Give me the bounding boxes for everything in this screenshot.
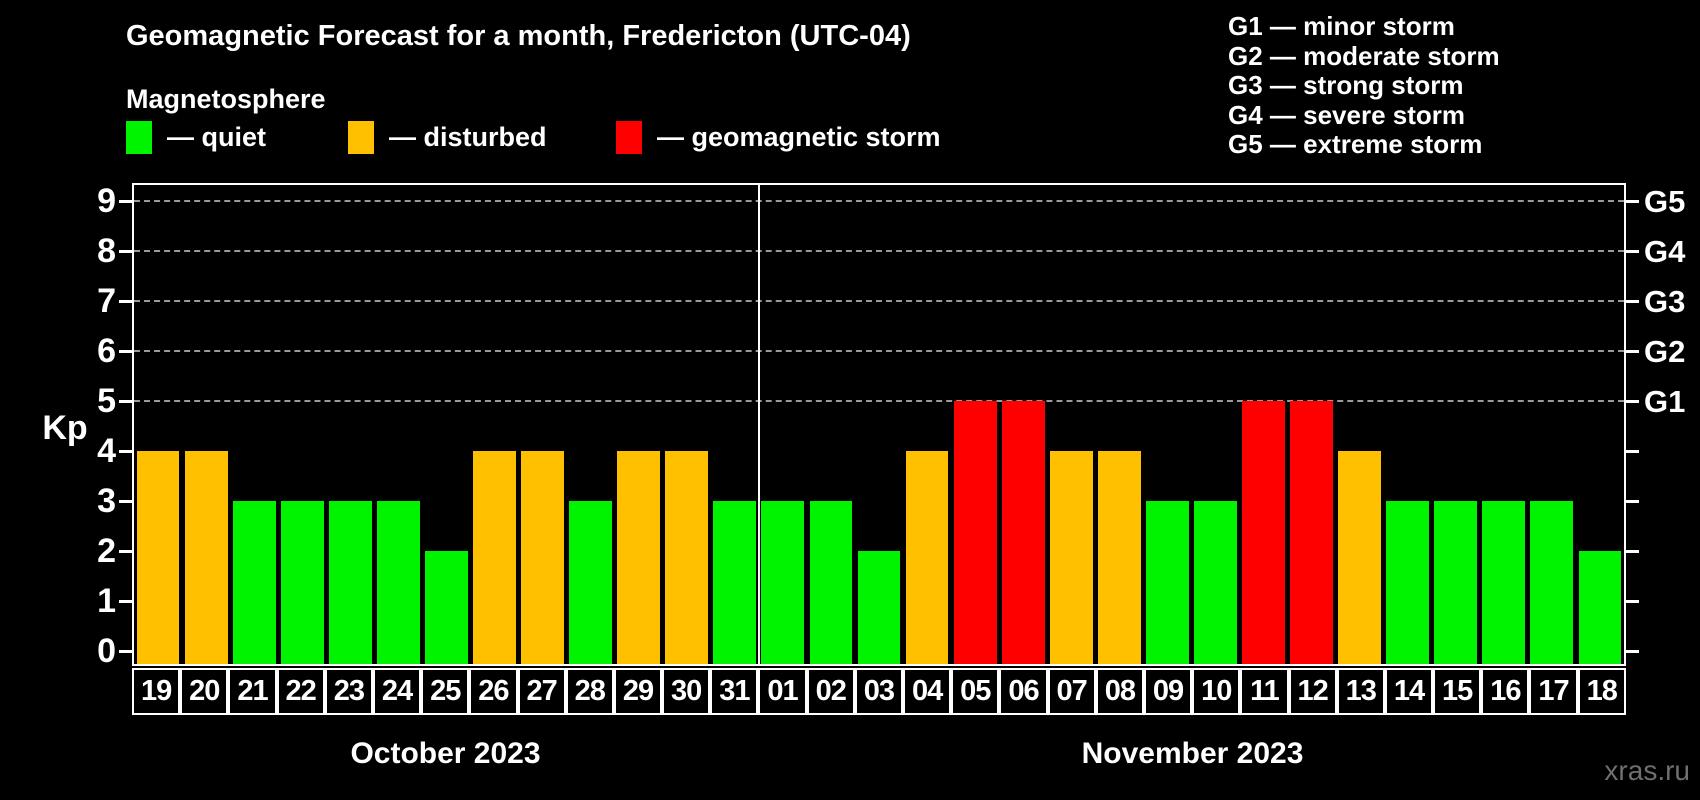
g-level-label-g4: G4 — [1644, 234, 1686, 269]
date-cell: 24 — [372, 668, 422, 715]
y-tick-left — [119, 399, 132, 403]
date-cell: 19 — [132, 668, 181, 715]
y-tick-label: 8 — [97, 232, 116, 270]
date-cell: 06 — [999, 668, 1048, 715]
y-tick-left — [119, 549, 132, 553]
legend-label-storm: — geomagnetic storm — [657, 121, 941, 152]
y-tick-right — [1626, 349, 1639, 353]
disturbed-color-swatch — [348, 120, 374, 154]
y-tick-label: 2 — [97, 532, 116, 570]
y-tick-left — [119, 299, 132, 303]
storm-scale-legend: G1 — minor storm G2 — moderate storm G3 … — [1228, 11, 1500, 160]
y-tick-label: 1 — [97, 582, 116, 620]
g-level-label-g5: G5 — [1644, 184, 1686, 219]
quiet-color-swatch — [126, 120, 152, 154]
chart-title: Geomagnetic Forecast for a month, Freder… — [126, 20, 911, 52]
date-cell: 15 — [1433, 668, 1482, 715]
date-cell: 27 — [517, 668, 566, 715]
month-label-november: November 2023 — [1081, 737, 1304, 770]
y-tick-label: 6 — [97, 332, 116, 370]
y-tick-right — [1626, 199, 1639, 203]
y-tick-right — [1626, 599, 1639, 603]
date-cell: 23 — [324, 668, 373, 715]
g1-legend-line: G1 — minor storm — [1228, 11, 1455, 41]
y-tick-right — [1626, 399, 1639, 403]
date-cell: 14 — [1384, 668, 1434, 715]
watermark: xras.ru — [1604, 755, 1690, 786]
date-cell: 07 — [1047, 668, 1096, 715]
date-cell: 03 — [854, 668, 903, 715]
legend-item-quiet: — quiet — [126, 119, 266, 155]
y-tick-label: 7 — [97, 282, 116, 320]
g-level-label-g2: G2 — [1644, 334, 1686, 369]
date-cell: 17 — [1529, 668, 1578, 715]
y-tick-left — [119, 649, 132, 653]
y-tick-right — [1626, 549, 1639, 553]
y-tick-right — [1626, 249, 1639, 253]
y-tick-left — [119, 449, 132, 453]
date-cell: 18 — [1577, 668, 1626, 715]
y-tick-label: 9 — [97, 182, 116, 220]
date-cell: 26 — [469, 668, 518, 715]
date-cell: 04 — [903, 668, 952, 715]
legend-item-storm: — geomagnetic storm — [616, 119, 941, 155]
date-cell: 05 — [951, 668, 1000, 715]
date-cell: 13 — [1336, 668, 1385, 715]
y-tick-right — [1626, 449, 1639, 453]
date-cell: 28 — [565, 668, 614, 715]
date-cell: 20 — [180, 668, 229, 715]
y-tick-label: 0 — [97, 632, 116, 670]
legend-label-quiet: — quiet — [167, 121, 266, 152]
date-cell: 12 — [1288, 668, 1337, 715]
y-axis-title: Kp — [42, 409, 88, 447]
date-cell: 01 — [758, 668, 807, 715]
date-cell: 31 — [710, 668, 759, 715]
g-level-label-g3: G3 — [1644, 284, 1686, 319]
y-tick-label: 3 — [97, 482, 116, 520]
date-cell: 10 — [1192, 668, 1241, 715]
y-tick-left — [119, 349, 132, 353]
y-tick-left — [119, 499, 132, 503]
date-cell: 30 — [662, 668, 711, 715]
y-tick-right — [1626, 299, 1639, 303]
g4-legend-line: G4 — severe storm — [1228, 99, 1466, 130]
date-axis: 19 20 21 22 23 24 25 26 27 28 29 30 31 01 02 03 04 05 06 07… — [132, 668, 1626, 715]
date-cell: 21 — [228, 668, 277, 715]
chart-subtitle: Magnetosphere — [126, 84, 326, 114]
y-tick-right — [1626, 649, 1639, 653]
y-tick-left — [119, 249, 132, 253]
plot-area — [132, 183, 1626, 666]
y-tick-left — [119, 599, 132, 603]
y-tick-right — [1626, 499, 1639, 503]
storm-color-swatch — [616, 120, 642, 154]
date-cell: 22 — [276, 668, 325, 715]
legend-label-disturbed: — disturbed — [389, 121, 547, 152]
g-level-label-g1: G1 — [1644, 384, 1686, 419]
date-cell: 29 — [613, 668, 663, 715]
date-cell: 08 — [1095, 668, 1144, 715]
g2-legend-line: G2 — moderate storm — [1228, 40, 1500, 71]
legend-item-disturbed: — disturbed — [348, 119, 547, 155]
date-cell: 09 — [1143, 668, 1193, 715]
y-tick-left — [119, 199, 132, 203]
g3-legend-line: G3 — strong storm — [1228, 70, 1464, 101]
month-label-october: October 2023 — [350, 737, 541, 770]
date-cell: 02 — [806, 668, 855, 715]
date-cell: 25 — [421, 668, 470, 715]
date-cell: 16 — [1481, 668, 1530, 715]
date-cell: 11 — [1240, 668, 1289, 715]
g5-legend-line: G5 — extreme storm — [1228, 129, 1483, 160]
